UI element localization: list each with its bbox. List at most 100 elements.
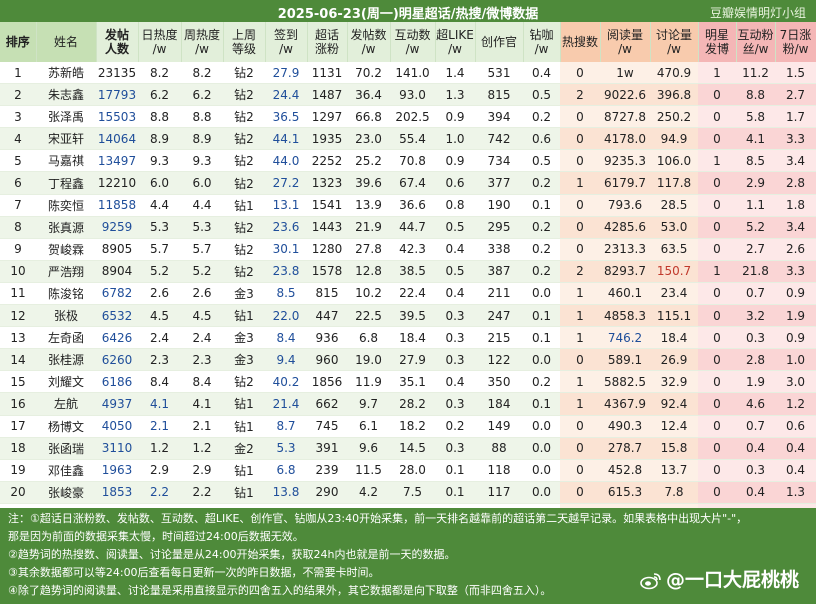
star-name-cell: 杨博文	[36, 415, 96, 438]
table-cell: 0.5	[523, 149, 560, 173]
note-line-3: ②趋势词的热搜数、阅读量、讨论量是从24:00开始采集，获取24h内也就是前一天…	[8, 548, 456, 561]
table-header-row: 排序 姓名 发帖 人数 日热度/w 周热度/w 上周 等级 签到/w 超话 涨粉 发帖数/w 互动数/w…	[0, 22, 816, 62]
table-cell: 3.4	[775, 216, 816, 239]
table-cell: 钻2	[223, 238, 265, 261]
table-cell: 44.0	[265, 149, 307, 173]
data-table: 排序 姓名 发帖 人数 日热度/w 周热度/w 上周 等级 签到/w 超话 涨粉 发帖数/w 互动数/w…	[0, 22, 816, 549]
table-cell: 88	[475, 437, 523, 460]
table-cell: 0.2	[523, 370, 560, 394]
column-header: 钻咖/w	[523, 22, 561, 62]
table-cell: 0.6	[523, 127, 560, 151]
table-cell: 0	[698, 171, 736, 195]
table-cell: 0.1	[435, 459, 475, 482]
table-cell: 2.2	[181, 481, 223, 504]
table-cell: 2.3	[138, 348, 181, 372]
table-cell: 66.8	[347, 105, 390, 129]
table-cell: 4.6	[736, 392, 775, 416]
column-header: 7日涨 粉/w	[775, 22, 816, 62]
table-cell: 3.4	[775, 149, 816, 173]
table-cell: 0.8	[435, 194, 475, 217]
table-cell: 21.8	[736, 260, 775, 283]
table-cell: 0.2	[523, 171, 560, 195]
table-cell: 1578	[307, 260, 347, 283]
table-cell: 460.1	[600, 282, 650, 306]
table-cell: 钻1	[223, 392, 265, 416]
table-cell: 9.3	[181, 149, 223, 173]
table-cell: 13.1	[265, 194, 307, 217]
column-header: 明星 发博	[698, 22, 737, 62]
table-cell: 92.4	[650, 392, 698, 416]
table-cell: 1131	[307, 62, 347, 85]
table-cell: 1.8	[775, 194, 816, 217]
table-cell: 1.9	[775, 304, 816, 328]
table-cell: 190	[475, 194, 523, 217]
brand-text: @一口大屁桃桃	[666, 569, 800, 591]
table-cell: 36.6	[390, 194, 435, 217]
table-cell: 67.4	[390, 171, 435, 195]
table-cell: 4937	[96, 392, 138, 416]
table-cell: 钻2	[223, 260, 265, 283]
table-cell: 0.1	[523, 392, 560, 416]
table-cell: 钻1	[223, 304, 265, 328]
table-cell: 5.3	[265, 437, 307, 460]
star-name-cell: 张泽禹	[36, 105, 96, 129]
table-cell: 6.0	[181, 171, 223, 195]
table-cell: 615.3	[600, 481, 650, 504]
table-cell: 5.2	[138, 260, 181, 283]
column-header: 姓名	[36, 22, 97, 62]
table-cell: 215	[475, 326, 523, 350]
table-cell: 0	[698, 194, 736, 217]
table-cell: 394	[475, 105, 523, 129]
table-cell: 1.2	[138, 437, 181, 460]
table-cell: 42.3	[390, 238, 435, 261]
table-cell: 0.4	[775, 459, 816, 482]
table-cell: 6.0	[138, 171, 181, 195]
star-name-cell: 邓佳鑫	[36, 459, 96, 482]
table-cell: 0.0	[523, 348, 560, 372]
table-cell: 钻1	[223, 459, 265, 482]
table-cell: 0.5	[435, 216, 475, 239]
table-cell: 0.4	[775, 437, 816, 460]
table-row: 19 邓佳鑫 1963 2.9 2.9 钻1 6.8 239 11.5 28.0 0.1 118 0.0…	[0, 459, 816, 482]
table-cell: 21.9	[347, 216, 390, 239]
table-cell: 28.0	[390, 459, 435, 482]
table-cell: 0.3	[435, 348, 475, 372]
table-cell: 1	[560, 282, 600, 306]
table-cell: 3.3	[775, 260, 816, 283]
table-cell: 4050	[96, 415, 138, 438]
table-cell: 8904	[96, 260, 138, 283]
table-cell: 14.5	[390, 437, 435, 460]
table-cell: 247	[475, 304, 523, 328]
table-cell: 21.4	[265, 392, 307, 416]
table-cell: 0.4	[523, 62, 560, 85]
table-cell: 202.5	[390, 105, 435, 129]
table-cell: 745	[307, 415, 347, 438]
table-cell: 27.9	[265, 62, 307, 85]
table-cell: 钻2	[223, 83, 265, 107]
table-cell: 22.5	[347, 304, 390, 328]
table-cell: 2.3	[181, 348, 223, 372]
column-header: 互动粉 丝/w	[736, 22, 776, 62]
table-body: 1 苏新皓 23135 8.2 8.2 钻2 27.9 1131 70.2 141.0 1.4 531…	[0, 62, 816, 549]
table-cell: 4.1	[181, 392, 223, 416]
table-cell: 0	[698, 481, 736, 504]
table-cell: 1w	[600, 62, 650, 85]
table-cell: 8727.8	[600, 105, 650, 129]
table-cell: 8.2	[181, 62, 223, 85]
table-cell: 350	[475, 370, 523, 394]
table-cell: 26.9	[650, 348, 698, 372]
brand-handle: @一口大屁桃桃	[640, 565, 799, 592]
table-cell: 793.6	[600, 194, 650, 217]
table-cell: 239	[307, 459, 347, 482]
table-cell: 4178.0	[600, 127, 650, 151]
column-header: 上周 等级	[223, 22, 266, 62]
table-cell: 13.9	[347, 194, 390, 217]
table-cell: 40.2	[265, 370, 307, 394]
table-cell: 1.4	[435, 62, 475, 85]
table-cell: 6260	[96, 348, 138, 372]
table-cell: 1	[560, 392, 600, 416]
table-cell: 960	[307, 348, 347, 372]
table-cell: 2252	[307, 149, 347, 173]
table-row: 10 严浩翔 8904 5.2 5.2 钻2 23.8 1578 12.8 38.5 0.5 387 0…	[0, 260, 816, 283]
table-row: 2 朱志鑫 17793 6.2 6.2 钻2 24.4 1487 36.4 93.0 1.3 815 0…	[0, 83, 816, 107]
